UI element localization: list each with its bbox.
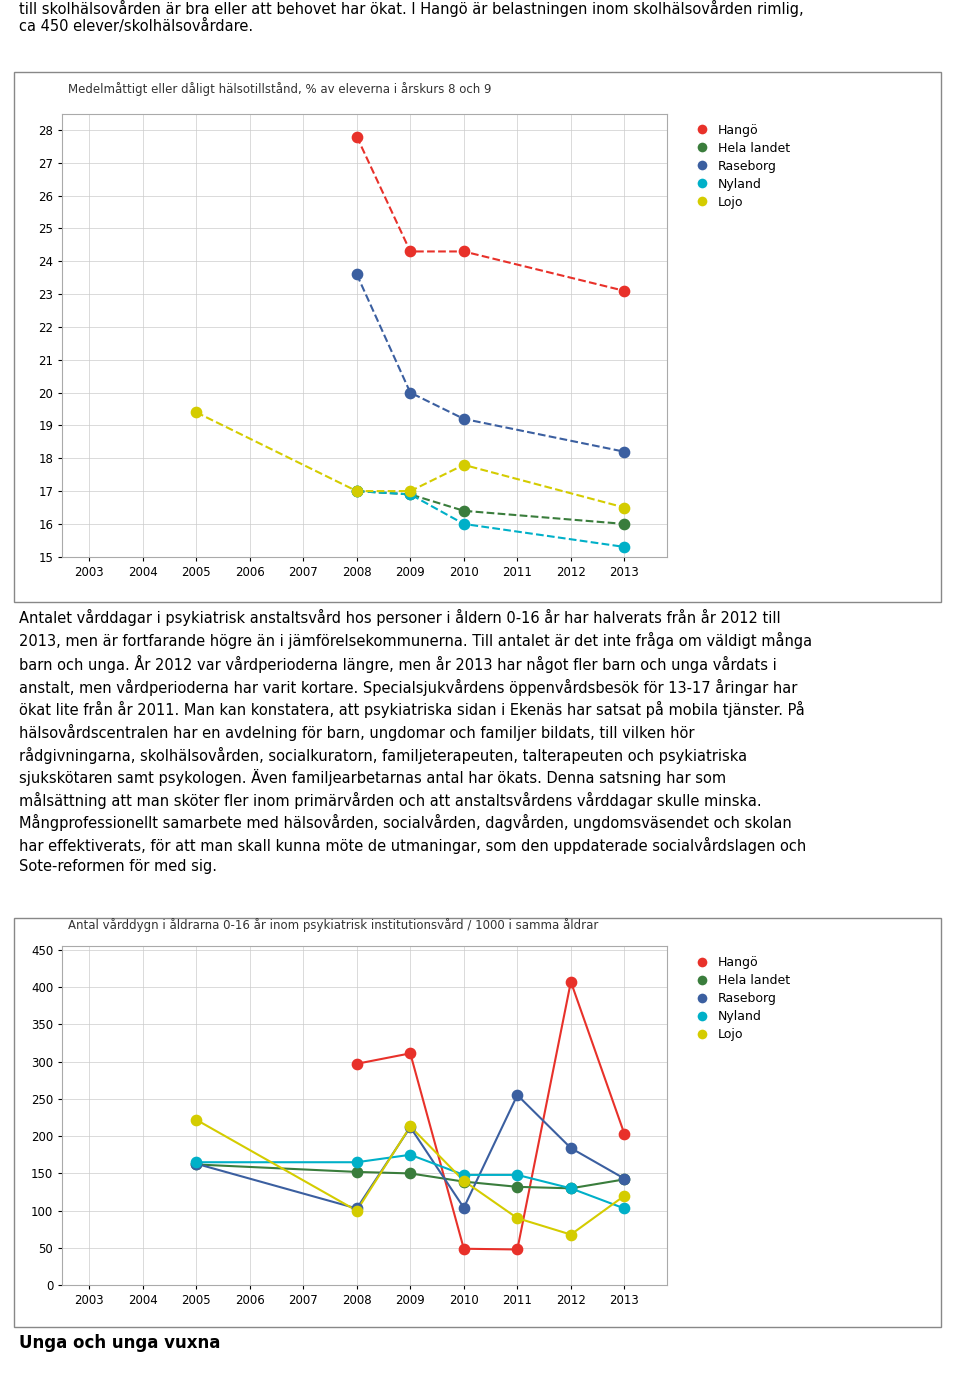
- Point: [564, 1223, 579, 1245]
- Text: Unga och unga vuxna: Unga och unga vuxna: [19, 1334, 221, 1352]
- Point: [616, 512, 632, 535]
- Point: [402, 1043, 418, 1065]
- Point: [510, 1238, 525, 1260]
- Point: [510, 1163, 525, 1186]
- Point: [456, 454, 471, 476]
- Point: [402, 381, 418, 403]
- Point: [564, 1137, 579, 1159]
- Point: [456, 1163, 471, 1186]
- Point: [616, 440, 632, 463]
- Point: [456, 1197, 471, 1219]
- Point: [510, 1084, 525, 1107]
- Point: [402, 1116, 418, 1138]
- Point: [456, 241, 471, 263]
- Point: [456, 1170, 471, 1192]
- Point: [188, 1108, 204, 1130]
- Point: [564, 1177, 579, 1199]
- Point: [349, 1161, 365, 1183]
- Point: [616, 536, 632, 558]
- Point: [510, 1208, 525, 1230]
- Point: [349, 481, 365, 503]
- Point: [349, 126, 365, 148]
- Point: [349, 1198, 365, 1220]
- Text: Medelmåttigt eller dåligt hälsotillstånd, % av eleverna i årskurs 8 och 9: Medelmåttigt eller dåligt hälsotillstånd…: [68, 82, 492, 96]
- Point: [349, 1151, 365, 1173]
- Point: [188, 1154, 204, 1176]
- Point: [564, 1177, 579, 1199]
- Point: [349, 263, 365, 285]
- Point: [456, 1170, 471, 1192]
- Point: [402, 1115, 418, 1137]
- Point: [188, 1152, 204, 1174]
- Text: Antalet vårddagar i psykiatrisk anstaltsvård hos personer i åldern 0-16 år har h: Antalet vårddagar i psykiatrisk anstalts…: [19, 609, 812, 874]
- Point: [616, 1169, 632, 1191]
- Point: [402, 1162, 418, 1184]
- Point: [616, 496, 632, 518]
- Legend: Hangö, Hela landet, Raseborg, Nyland, Lojo: Hangö, Hela landet, Raseborg, Nyland, Lo…: [685, 120, 794, 212]
- Legend: Hangö, Hela landet, Raseborg, Nyland, Lojo: Hangö, Hela landet, Raseborg, Nyland, Lo…: [685, 953, 794, 1044]
- Point: [402, 241, 418, 263]
- Point: [402, 483, 418, 506]
- Point: [349, 481, 365, 503]
- Point: [564, 971, 579, 993]
- Point: [456, 407, 471, 429]
- Point: [349, 481, 365, 503]
- Point: [188, 1151, 204, 1173]
- Point: [456, 500, 471, 522]
- Point: [616, 1123, 632, 1145]
- Point: [188, 402, 204, 424]
- Text: till skolhälsovården är bra eller att behovet har ökat. I Hangö är belastningen : till skolhälsovården är bra eller att be…: [19, 0, 804, 35]
- Point: [616, 1168, 632, 1190]
- Point: [402, 1144, 418, 1166]
- Point: [349, 1199, 365, 1222]
- Point: [349, 1053, 365, 1075]
- Point: [616, 1184, 632, 1206]
- Point: [510, 1176, 525, 1198]
- Point: [402, 483, 418, 506]
- Point: [616, 280, 632, 302]
- Point: [402, 481, 418, 503]
- Text: Antal vårddygn i åldrarna 0-16 år inom psykiatrisk institutionsvård / 1000 i sam: Antal vårddygn i åldrarna 0-16 år inom p…: [68, 918, 599, 932]
- Point: [456, 512, 471, 535]
- Point: [456, 1238, 471, 1260]
- Point: [616, 1198, 632, 1220]
